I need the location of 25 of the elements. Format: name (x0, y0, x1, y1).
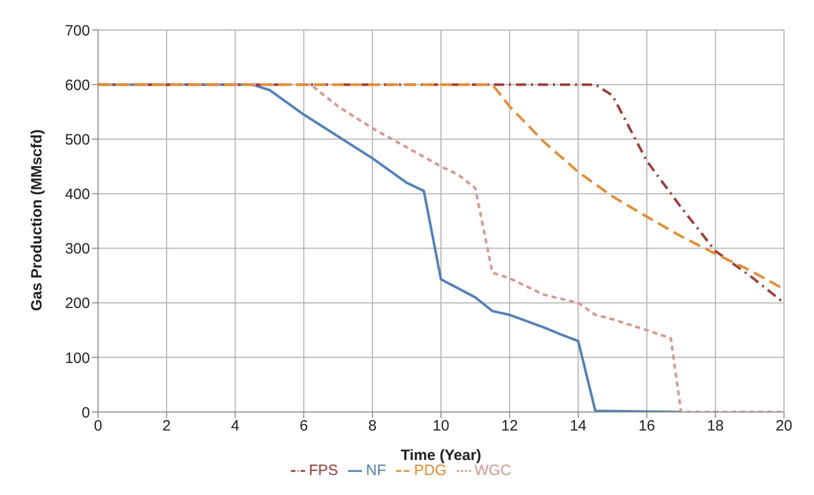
legend-label: PDG (414, 462, 447, 479)
y-tick-label: 300 (64, 240, 90, 258)
x-axis-title: Time (Year) (400, 447, 482, 464)
y-tick-label: 200 (64, 295, 90, 312)
x-tick-label: 10 (432, 418, 450, 435)
x-tick-label: 18 (707, 418, 724, 435)
y-tick-label: 100 (64, 350, 90, 367)
legend-label: FPS (308, 462, 338, 479)
x-tick-label: 20 (776, 418, 792, 435)
y-tick-label: 700 (64, 22, 90, 40)
y-tick-label: 500 (64, 131, 90, 148)
x-tick-label: 8 (368, 418, 377, 435)
x-tick-label: 0 (94, 418, 102, 435)
y-axis-title: Gas Production (MMscfd) (28, 129, 46, 311)
x-tick-label: 16 (638, 418, 656, 435)
y-tick-label: 400 (64, 186, 90, 204)
y-tick-label: 600 (64, 76, 90, 94)
x-tick-label: 12 (501, 418, 518, 435)
legend-label: WGC (474, 462, 512, 479)
x-tick-label: 4 (231, 418, 240, 435)
y-tick-label: 0 (82, 404, 90, 422)
x-tick-label: 2 (162, 418, 171, 435)
x-tick-label: 6 (300, 418, 308, 435)
x-tick-label: 14 (570, 418, 587, 435)
legend-label: NF (366, 462, 386, 479)
